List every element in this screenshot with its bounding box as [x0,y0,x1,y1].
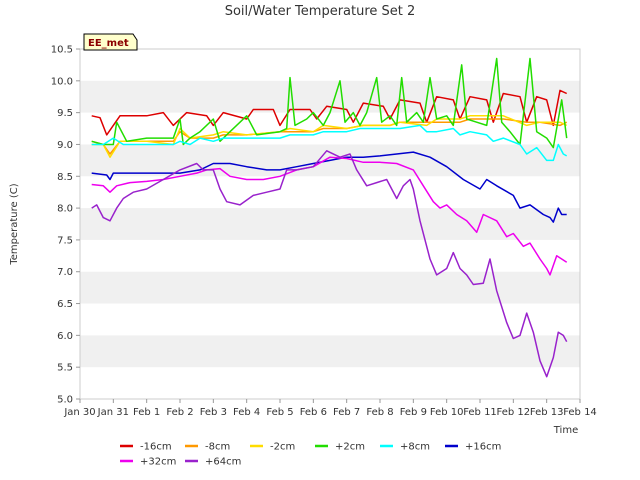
grid-band [80,271,580,304]
legend: -16cm -8cm -2cm +2cm +8cm +16cm +32cm +64cm [120,442,501,468]
grid-band [80,335,580,368]
series-line-64cmcm [91,150,568,378]
y-axis-label: Temperature (C) [9,183,20,265]
plot-area [79,48,581,400]
y-tick-label: 8.5 [57,172,73,183]
y-tick-label: 10.5 [51,45,73,56]
x-tick-label: Feb 3 [200,407,227,418]
series-line-16cmcm [91,89,568,136]
legend-label: +8cm [400,442,430,453]
y-axis: 5.0 5.5 6.0 6.5 7.0 7.5 8.0 8.5 9.0 9.5 10.0 10.5 [51,45,80,406]
x-tick-label: Feb 9 [400,407,427,418]
x-tick-label: Jan 30 [63,407,95,418]
y-tick-label: 8.0 [57,204,73,215]
y-tick-label: 5.0 [57,395,73,406]
y-tick-label: 10.0 [51,76,73,87]
x-tick-label: Feb 1 [133,407,160,418]
legend-label: -16cm [140,442,172,453]
series-line-8cmcm [91,124,568,162]
y-tick-label: 6.5 [57,299,73,310]
legend-label: +64cm [205,457,241,468]
x-tick-label: Feb 14 [563,407,597,418]
x-tick-label: Feb 8 [366,407,393,418]
x-tick-label: Feb 4 [233,407,260,418]
y-tick-label: 7.5 [57,235,73,246]
series-lines [91,57,568,378]
x-tick-label: Feb 12 [497,407,531,418]
y-tick-label: 7.0 [57,267,73,278]
x-tick-label: Feb 11 [463,407,497,418]
x-tick-label: Feb 13 [530,407,564,418]
x-tick-label: Feb 5 [266,407,293,418]
legend-label: +2cm [335,442,365,453]
y-tick-label: 6.0 [57,331,73,342]
legend-label: -8cm [205,442,230,453]
legend-label: +16cm [465,442,501,453]
site-label: EE_met [88,38,129,49]
chart-title: Soil/Water Temperature Set 2 [225,4,416,19]
x-tick-label: Feb 10 [430,407,464,418]
x-tick-label: Feb 7 [333,407,360,418]
x-tick-label: Feb 2 [166,407,193,418]
legend-label: +32cm [140,457,176,468]
grid-band [80,208,580,240]
y-tick-label: 9.0 [57,140,73,151]
grid-band [80,80,580,113]
x-tick-label: Feb 6 [300,407,327,418]
y-tick-label: 5.5 [57,363,73,374]
x-axis-label: Time [553,425,578,436]
x-axis: Jan 30 Jan 31 Feb 1 Feb 2 Feb 3 Feb 4 Feb 5 Feb… [63,399,597,418]
series-line-32cmcm [91,156,568,276]
site-label-box: EE_met [83,33,138,51]
legend-label: -2cm [270,442,295,453]
y-tick-label: 9.5 [57,108,73,119]
series-line-8cmcm [91,118,568,155]
x-tick-label: Jan 31 [97,407,129,418]
grid-bands [80,80,580,368]
series-line-2cmcm [91,57,568,149]
